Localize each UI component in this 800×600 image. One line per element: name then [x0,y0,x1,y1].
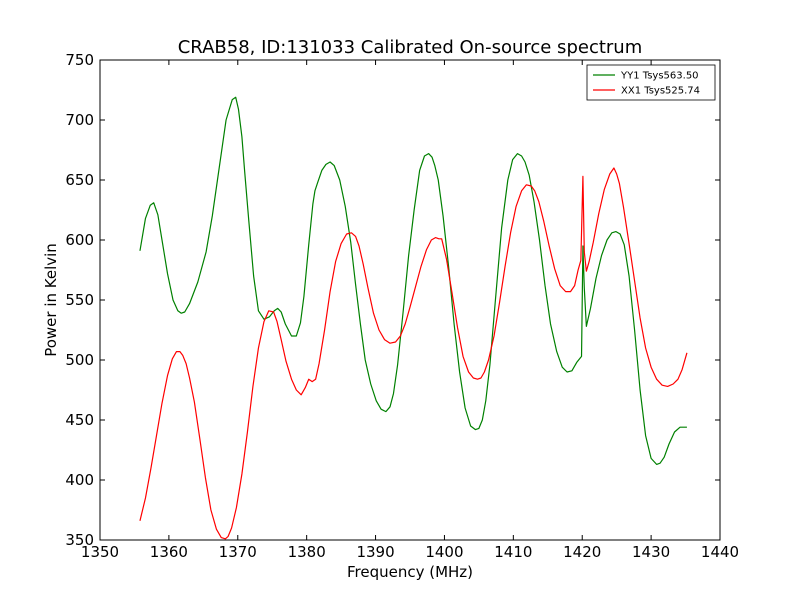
legend-label-1: XX1 Tsys525.74 [621,86,700,97]
y-tick-label: 500 [65,351,94,369]
y-tick-label: 700 [65,111,94,129]
x-tick-label: 1390 [356,543,394,561]
y-tick-label: 450 [65,411,94,429]
y-tick-label: 600 [65,231,94,249]
y-axis-label: Power in Kelvin [42,243,60,357]
y-tick-label: 550 [65,291,94,309]
legend-label-0: YY1 Tsys563.50 [620,71,699,82]
plot-background [100,60,720,540]
legend-box [586,64,716,101]
plot-area [99,59,721,541]
x-tick-label: 1350 [81,543,119,561]
y-tick-label: 400 [65,471,94,489]
y-tick-label: 750 [65,51,94,69]
x-axis-label: Frequency (MHz) [347,563,473,581]
chart-title: CRAB58, ID:131033 Calibrated On-source s… [178,37,643,58]
series-lines [139,96,688,540]
x-tick-label: 1400 [425,543,463,561]
x-tick-label: 1360 [150,543,188,561]
x-tick-label: 1380 [288,543,326,561]
axis-ticks: 1350 1360 1370 1380 1390 1400 1410 1420 1430 1440… [65,51,739,561]
x-tick-label: 1440 [701,543,739,561]
series-line-1 [139,167,688,540]
y-tick-label: 350 [65,531,94,549]
series-line-0 [139,96,687,465]
legend: YY1 Tsys563.50 XX1 Tsys525.74 [586,64,716,101]
x-tick-label: 1420 [563,543,601,561]
y-tick-label: 650 [65,171,94,189]
x-tick-label: 1430 [632,543,670,561]
x-tick-label: 1370 [219,543,257,561]
x-tick-label: 1410 [494,543,532,561]
